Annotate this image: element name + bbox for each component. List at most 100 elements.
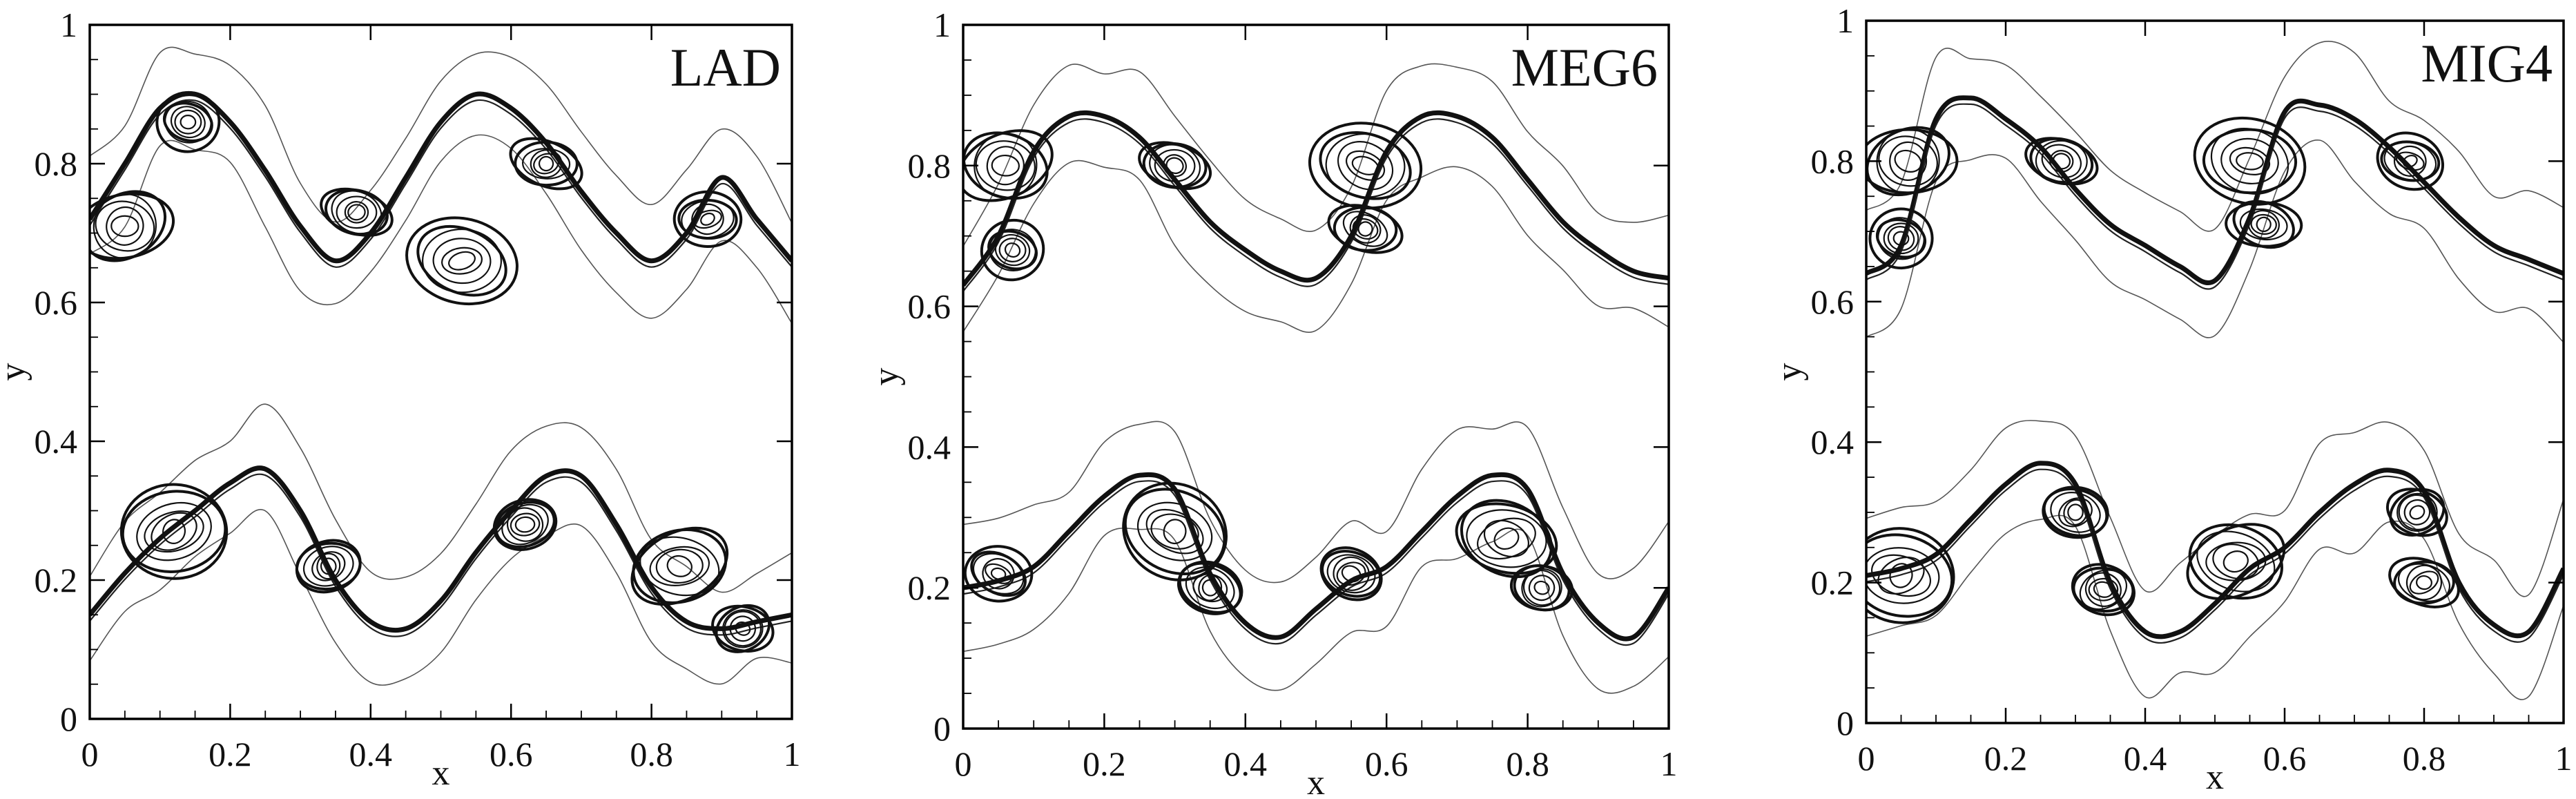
x-tick-label: 0 — [81, 735, 99, 773]
vortex-ring — [2035, 139, 2088, 183]
vortex-ring — [331, 190, 382, 235]
vortex-ring — [1892, 231, 1910, 246]
vortex-ring — [1477, 517, 1536, 560]
vortex-ring — [2416, 575, 2432, 590]
vortex-ring — [982, 558, 1015, 590]
vortex-ring — [2229, 146, 2271, 175]
vortex-ring — [492, 498, 558, 551]
vortex-ring — [2029, 137, 2094, 185]
y-tick-label: 0.4 — [35, 422, 78, 461]
vortex-ring — [441, 247, 483, 275]
vortex-ring — [119, 483, 229, 580]
vortex-ring — [1198, 574, 1223, 601]
vortex-ring — [1319, 546, 1383, 601]
vortex-ring — [2393, 145, 2427, 177]
vortex — [492, 498, 558, 551]
vortex-ring — [2403, 499, 2431, 526]
vortex-ring — [2250, 213, 2277, 235]
interface-line-2-secondary — [1866, 468, 2564, 644]
panel-title: MEG6 — [1511, 37, 1658, 97]
interface-line-1 — [1866, 95, 2564, 285]
vortex-ring — [2210, 127, 2289, 195]
contour-envelope — [90, 403, 792, 593]
vortex-ring — [693, 209, 722, 229]
x-tick-label: 0.4 — [349, 735, 393, 773]
vortex-ring — [639, 536, 720, 597]
vortex-ring — [1357, 221, 1373, 237]
vortex-ring — [311, 551, 346, 581]
vortex-ring — [2049, 150, 2074, 173]
vortex-ring — [998, 238, 1027, 262]
vortex-ring — [1533, 580, 1550, 595]
vortex-ring — [432, 238, 492, 285]
vortex-ring — [448, 251, 476, 271]
vortex-ring — [2220, 137, 2279, 185]
vortex-ring — [1866, 533, 1954, 618]
x-axis-label: x — [432, 753, 450, 793]
y-tick-label: 0.4 — [908, 427, 951, 466]
vortex-ring — [1336, 561, 1366, 586]
vortex-ring — [164, 100, 212, 144]
vortex-ring — [700, 212, 715, 226]
vortex-ring — [1142, 142, 1208, 189]
vortex — [963, 545, 1034, 603]
vortex-ring — [162, 519, 186, 544]
vortex — [295, 539, 362, 594]
vortex-ring — [320, 557, 337, 575]
vortex-ring — [1163, 154, 1187, 177]
vortex-ring — [649, 546, 710, 586]
vortex-ring — [1455, 502, 1558, 575]
vortex-ring — [681, 200, 735, 239]
vortex — [2388, 557, 2460, 608]
vortex — [2385, 488, 2448, 537]
vortex-ring — [2212, 543, 2260, 580]
vortex — [2042, 485, 2109, 539]
vortex-ring — [501, 503, 549, 546]
vortex-ring — [1894, 149, 1922, 173]
vortex-ring — [1528, 575, 1556, 601]
vortex — [2225, 200, 2303, 249]
vortex-ring — [691, 203, 724, 235]
plot-area — [90, 46, 792, 686]
vortex-ring — [972, 552, 1025, 595]
panel-3: 00 0.2 0.2 0.4 0.4 0.6 0.6 0.8 0.8 1 1 x y MIG4 — [1770, 1, 2573, 797]
vortex-ring — [1346, 150, 1386, 181]
vortex-ring — [2202, 128, 2298, 195]
vortex-ring — [1333, 206, 1398, 252]
vortex-ring — [729, 615, 757, 642]
vortex-ring — [1878, 135, 1938, 187]
vortex-ring — [1333, 556, 1370, 591]
vortex-ring — [630, 526, 729, 606]
vortex-ring — [2247, 209, 2280, 239]
contour-envelope — [90, 46, 792, 224]
vortex-ring — [1165, 157, 1184, 175]
vortex — [2193, 116, 2307, 206]
vortex-ring — [2088, 577, 2119, 601]
y-tick-label: 0.8 — [908, 146, 951, 185]
x-tick-label: 0.6 — [490, 735, 533, 773]
contour-envelope — [90, 509, 792, 686]
vortex-ring — [974, 133, 1038, 199]
panel-2: 00 0.2 0.2 0.4 0.4 0.6 0.6 0.8 0.8 1 1 x y MEG6 — [866, 6, 1678, 799]
vortex — [1868, 207, 1934, 270]
vortex-ring — [991, 154, 1020, 177]
vortex-ring — [494, 501, 556, 548]
vortex-ring — [2186, 523, 2286, 600]
vortex — [1455, 499, 1558, 579]
vortex-ring — [735, 621, 751, 636]
vortex-ring — [1883, 222, 1919, 255]
x-tick-label: 0.6 — [2263, 739, 2307, 778]
vortex — [2071, 563, 2136, 617]
vortex-ring — [1123, 488, 1226, 575]
plot-area — [1866, 41, 2564, 700]
vortex — [119, 483, 229, 580]
vortex — [711, 604, 775, 653]
vortex — [320, 187, 394, 237]
vortex-ring — [416, 224, 507, 297]
vortex-ring — [1325, 133, 1406, 198]
vortex-ring — [155, 90, 221, 153]
vortex-ring — [2196, 530, 2276, 593]
vortex-ring — [144, 510, 204, 553]
interface-line-1-secondary — [963, 118, 1669, 292]
vortex-ring — [2071, 563, 2136, 617]
